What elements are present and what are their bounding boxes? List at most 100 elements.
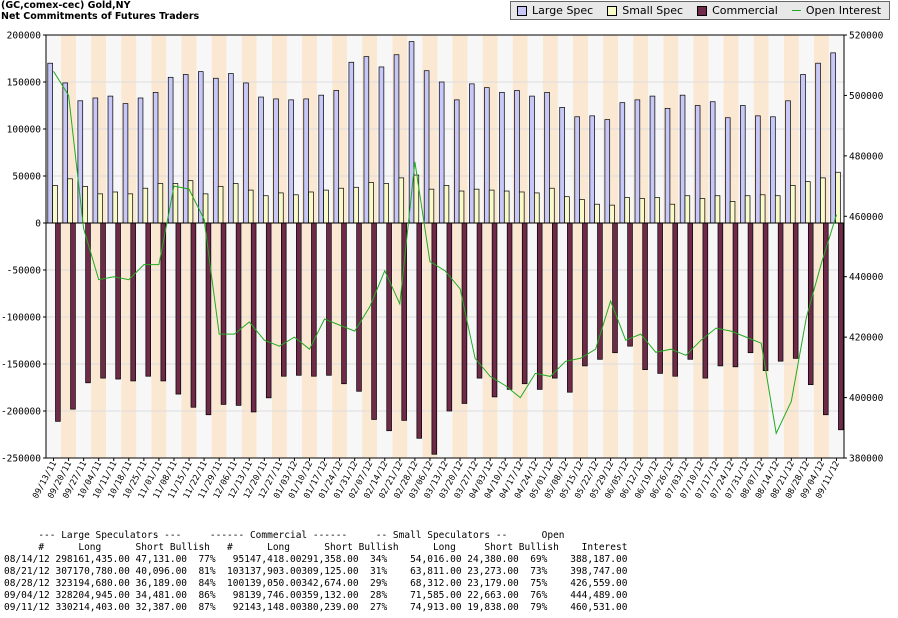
large-spec-bar: [348, 61, 355, 224]
legend-swatch: [697, 5, 708, 16]
large-spec-bar: [589, 115, 595, 224]
small-spec-bar: [774, 195, 781, 224]
small-spec-bar: [534, 192, 540, 224]
commercial-bar: [536, 222, 543, 390]
large-spec-bar: [438, 81, 445, 224]
small-spec-bar: [142, 187, 149, 224]
small-spec-bar: [443, 185, 450, 224]
commercial-bar: [521, 222, 528, 385]
small-spec-bar: [67, 178, 73, 224]
y-right-tick-label: 420000: [849, 333, 884, 344]
large-spec-bar: [152, 91, 159, 224]
commercial-bar: [597, 222, 603, 360]
commercial-bar: [85, 222, 91, 384]
large-spec-bar: [619, 102, 626, 224]
legend-swatch: [607, 5, 618, 16]
small-spec-bar: [323, 189, 329, 224]
small-spec-bar: [157, 183, 164, 224]
large-spec-bar: [559, 107, 565, 224]
small-spec-bar: [564, 196, 570, 224]
open-interest-line: [53, 71, 837, 435]
commercial-bar: [552, 222, 558, 379]
commercial-bar: [807, 222, 814, 386]
commercial-bar: [792, 222, 799, 359]
commercial-bar: [115, 222, 121, 380]
chart-legend: Large Spec Small Spec Commercial Open Inter…: [510, 1, 891, 20]
large-spec-bar: [830, 52, 836, 224]
chart-subtitle: Net Commitments of Futures Traders: [1, 11, 200, 22]
large-spec-bar: [273, 98, 279, 224]
y-right-tick-label: 460000: [849, 212, 884, 223]
large-spec-bar: [393, 54, 400, 224]
small-spec-bar: [97, 193, 103, 224]
y-left-tick-label: 0: [35, 219, 41, 230]
large-spec-bar: [258, 96, 264, 224]
y-left-tick-label: -100000: [1, 313, 41, 324]
large-spec-bar: [785, 100, 791, 224]
large-spec-bar: [423, 70, 430, 224]
legend-label: Large Spec: [532, 4, 594, 17]
commercial-bar: [70, 222, 76, 410]
table-row: 08/21/12 307170,780.00 40,096.00 81% 103…: [4, 566, 628, 577]
small-spec-bar: [473, 188, 480, 224]
small-spec-bar: [519, 191, 525, 224]
large-spec-bar: [709, 101, 716, 224]
large-spec-bar: [755, 115, 761, 224]
large-spec-bar: [303, 98, 309, 224]
large-spec-bar: [228, 73, 234, 224]
commercial-bar: [100, 222, 106, 379]
large-spec-bar: [318, 94, 324, 224]
large-spec-bar: [137, 97, 144, 224]
y-right-tick-label: 440000: [849, 272, 884, 283]
commercial-bar: [386, 222, 392, 432]
small-spec-bar: [293, 194, 299, 224]
y-right-tick-label: 520000: [849, 31, 884, 42]
commercial-bar: [672, 222, 678, 377]
commercial-bar: [823, 222, 829, 416]
y-right-tick-label: 380000: [849, 454, 884, 465]
commercial-bar: [130, 222, 136, 382]
legend-swatch: [791, 10, 801, 11]
commercial-bar: [491, 222, 498, 398]
large-spec-bar: [514, 90, 520, 224]
large-spec-bar: [243, 82, 249, 224]
large-spec-bar: [182, 74, 189, 224]
legend-swatch: [517, 5, 527, 16]
large-spec-bar: [649, 95, 656, 224]
commercial-bar: [431, 222, 438, 455]
small-spec-bar: [624, 197, 630, 224]
large-spec-bar: [664, 107, 671, 224]
small-spec-bar: [217, 185, 224, 224]
small-spec-bar: [549, 187, 555, 224]
commercial-bar: [235, 222, 242, 406]
commercial-bar: [642, 222, 648, 370]
cot-table: --- Large Speculators --- ------ Commerc…: [4, 530, 627, 614]
y-right-tick-label: 480000: [849, 151, 884, 162]
large-spec-bar: [198, 71, 204, 224]
legend-label: Commercial: [712, 4, 778, 17]
small-spec-bar: [579, 199, 585, 224]
large-spec-bar: [92, 97, 99, 224]
large-spec-bar: [770, 116, 776, 224]
commercial-bar: [220, 222, 227, 405]
commercial-bar: [311, 222, 317, 377]
small-spec-bar: [398, 177, 405, 224]
large-spec-bar: [604, 119, 611, 224]
commercial-bar: [506, 222, 513, 390]
large-spec-bar: [453, 99, 460, 224]
small-spec-bar: [684, 195, 691, 224]
commercial-bar: [250, 222, 257, 413]
large-spec-bar: [122, 103, 129, 224]
commercial-bar: [732, 222, 739, 368]
small-spec-bar: [594, 203, 600, 224]
chart-symbol-title: (GC,comex-cec) Gold,NY: [1, 0, 131, 11]
small-spec-bar: [368, 182, 374, 224]
small-spec-bar: [805, 181, 811, 224]
legend-label: Open Interest: [805, 4, 882, 17]
commercial-bar: [356, 222, 362, 392]
small-spec-bar: [428, 188, 435, 224]
small-spec-bar: [699, 198, 706, 224]
small-spec-bar: [759, 194, 766, 224]
small-spec-bar: [383, 183, 389, 224]
y-right-tick-label: 400000: [849, 393, 884, 404]
